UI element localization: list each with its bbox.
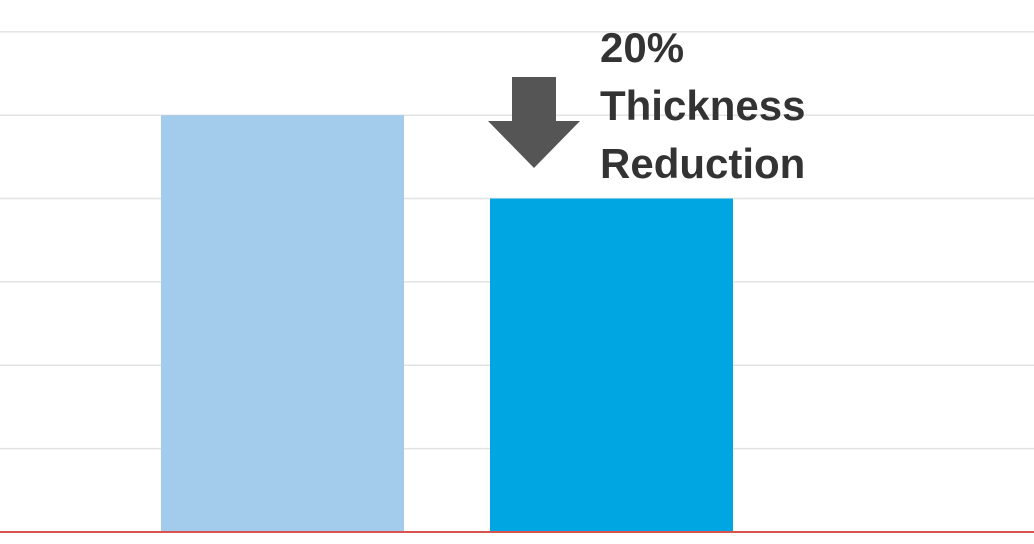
annotation: 20% Thickness Reduction [488, 24, 817, 187]
annotation-text: 20% Thickness Reduction [600, 24, 817, 187]
bars [161, 115, 733, 532]
bar-2 [490, 198, 733, 532]
annotation-line-3: Reduction [600, 140, 805, 187]
down-arrow-icon [488, 77, 580, 168]
annotation-line-1: 20% [600, 24, 684, 71]
bar-1 [161, 115, 404, 532]
annotation-line-2: Thickness [600, 82, 805, 129]
